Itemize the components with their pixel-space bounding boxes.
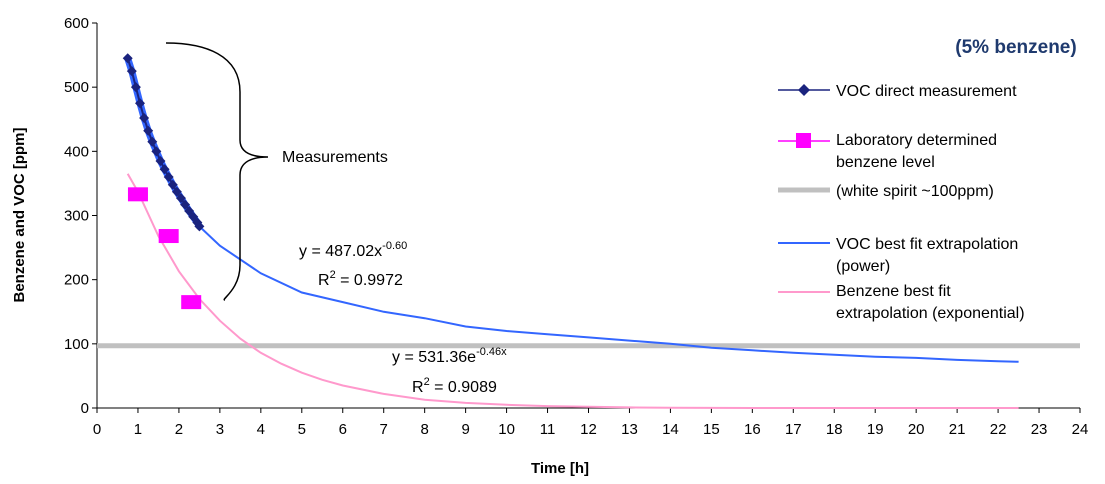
measurements-brace bbox=[165, 42, 269, 301]
voc-direct-point bbox=[194, 221, 205, 232]
legend-label-benzene-fit-2: extrapolation (exponential) bbox=[836, 305, 1025, 322]
x-tick-label: 3 bbox=[216, 421, 224, 438]
chart-title: (5% benzene) bbox=[955, 37, 1076, 58]
voc-equation: y = 487.02x-0.60 bbox=[299, 240, 407, 260]
x-tick-label: 16 bbox=[744, 421, 761, 438]
series-line-4 bbox=[126, 173, 1019, 409]
x-tick-label: 7 bbox=[380, 421, 388, 438]
y-tick-label: 0 bbox=[81, 400, 89, 417]
x-tick-label: 9 bbox=[461, 421, 469, 438]
voc-direct-point bbox=[147, 136, 158, 147]
x-tick-label: 22 bbox=[990, 421, 1007, 438]
y-tick-label: 100 bbox=[64, 336, 89, 353]
x-tick-label: 5 bbox=[298, 421, 306, 438]
voc-direct-point bbox=[171, 186, 182, 197]
voc-r2: R2 = 0.9972 bbox=[318, 269, 403, 289]
legend-label-benzene-fit-1: Benzene best fit bbox=[836, 283, 951, 300]
benzene-r2: R2 = 0.9089 bbox=[412, 376, 497, 396]
y-tick-label: 300 bbox=[64, 208, 89, 225]
legend-label-voc-direct: VOC direct measurement bbox=[836, 83, 1017, 100]
legend-diamond-marker bbox=[798, 84, 810, 96]
legend-label-lab-benzene-2: benzene level bbox=[836, 154, 935, 171]
legend-item-voc-fit: VOC best fit extrapolation (power) bbox=[778, 236, 1018, 275]
x-tick-label: 14 bbox=[662, 421, 679, 438]
x-tick-label: 17 bbox=[785, 421, 802, 438]
legend-label-voc-fit-1: VOC best fit extrapolation bbox=[836, 236, 1018, 253]
voc-direct-point bbox=[139, 112, 150, 123]
legend-item-voc-direct: VOC direct measurement bbox=[778, 83, 1017, 100]
y-tick-label: 200 bbox=[64, 272, 89, 289]
lab-benzene-point bbox=[127, 187, 148, 202]
voc-direct-point bbox=[130, 82, 141, 93]
legend: VOC direct measurement Laboratory determ… bbox=[778, 83, 1025, 322]
y-tick-label: 600 bbox=[64, 15, 89, 32]
voc-direct-point bbox=[143, 125, 154, 136]
x-tick-label: 23 bbox=[1031, 421, 1048, 438]
x-tick-label: 0 bbox=[93, 421, 101, 438]
x-tick-label: 10 bbox=[498, 421, 515, 438]
voc-direct-point bbox=[167, 179, 178, 190]
voc-direct-point bbox=[151, 146, 162, 157]
legend-item-lab-benzene: Laboratory determined benzene level bbox=[778, 132, 997, 171]
y-tick-label: 400 bbox=[64, 143, 89, 160]
voc-direct-point bbox=[122, 53, 133, 64]
x-tick-label: 18 bbox=[826, 421, 843, 438]
x-tick-label: 4 bbox=[257, 421, 265, 438]
voc-direct-point bbox=[155, 155, 166, 166]
legend-label-voc-fit-2: (power) bbox=[836, 258, 890, 275]
series-layer bbox=[97, 53, 1080, 409]
series-line-3 bbox=[198, 225, 1019, 363]
x-tick-label: 12 bbox=[580, 421, 597, 438]
x-tick-label: 6 bbox=[339, 421, 347, 438]
x-tick-label: 8 bbox=[420, 421, 428, 438]
legend-item-white-spirit: (white spirit ~100ppm) bbox=[778, 183, 994, 200]
voc-direct-point bbox=[126, 66, 137, 77]
y-axis-label: Benzene and VOC [ppm] bbox=[11, 127, 28, 302]
legend-item-benzene-fit: Benzene best fit extrapolation (exponent… bbox=[778, 283, 1025, 322]
voc-direct-point bbox=[159, 164, 170, 175]
legend-label-white-spirit: (white spirit ~100ppm) bbox=[836, 183, 994, 200]
x-tick-label: 13 bbox=[621, 421, 638, 438]
x-axis-label: Time [h] bbox=[531, 460, 589, 477]
lab-benzene-point bbox=[181, 295, 202, 310]
x-tick-label: 20 bbox=[908, 421, 925, 438]
y-tick-label: 500 bbox=[64, 79, 89, 96]
voc-direct-point bbox=[163, 172, 174, 182]
x-tick-label: 21 bbox=[949, 421, 966, 438]
voc-direct-point bbox=[180, 199, 191, 210]
x-tick-label: 19 bbox=[867, 421, 884, 438]
x-tick-label: 24 bbox=[1072, 421, 1089, 438]
x-tick-label: 2 bbox=[175, 421, 183, 438]
x-tick-label: 15 bbox=[703, 421, 720, 438]
measurements-label: Measurements bbox=[282, 149, 388, 166]
legend-square-marker bbox=[796, 133, 811, 148]
legend-label-lab-benzene-1: Laboratory determined bbox=[836, 132, 997, 149]
lab-benzene-point bbox=[158, 229, 179, 244]
x-tick-label: 11 bbox=[540, 421, 556, 438]
x-tick-label: 1 bbox=[134, 421, 142, 438]
voc-direct-point bbox=[175, 193, 186, 204]
voc-direct-point bbox=[135, 98, 146, 109]
benzene-equation: y = 531.36e-0.46x bbox=[392, 346, 507, 366]
